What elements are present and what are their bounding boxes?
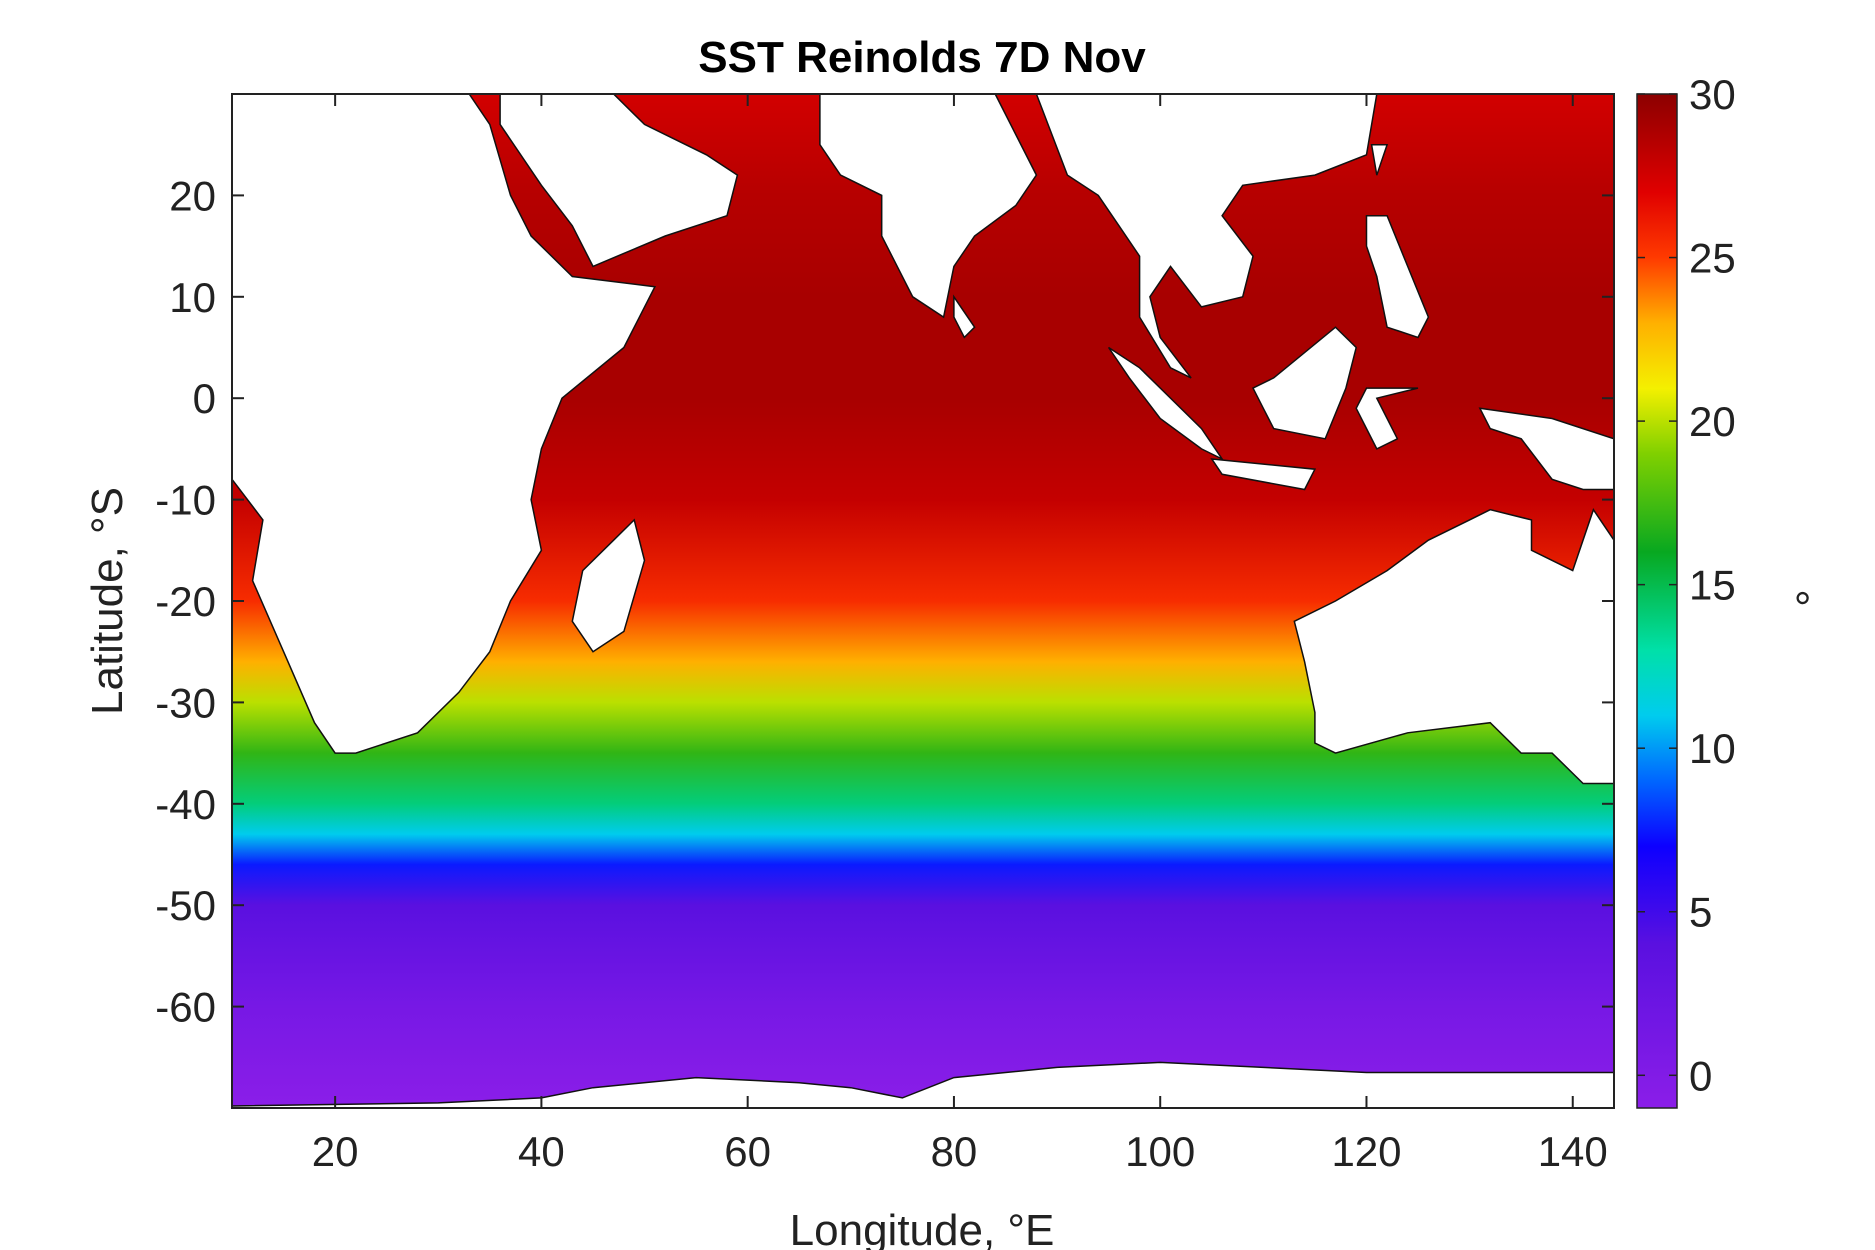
x-tick-label: 20 bbox=[312, 1128, 359, 1175]
plot-area bbox=[232, 94, 1614, 1108]
land-india bbox=[819, 94, 1038, 319]
y-axis-label: Latitude, °S bbox=[83, 487, 132, 715]
land-africa-main bbox=[232, 94, 657, 754]
colorbar: 30 25 20 15 10 5 0 ° bbox=[1636, 71, 1817, 1109]
x-tick-label: 100 bbox=[1125, 1128, 1195, 1175]
y-tick-label: -40 bbox=[155, 781, 216, 828]
colorbar-tick-label: 15 bbox=[1689, 562, 1736, 609]
land-java bbox=[1210, 458, 1317, 491]
y-tick-label: -20 bbox=[155, 578, 216, 625]
y-tick-label: -60 bbox=[155, 984, 216, 1031]
x-axis: 20 40 60 80 100 120 140 bbox=[312, 94, 1608, 1175]
y-axis: 20 10 0 -10 -20 -30 -40 -50 -60 bbox=[155, 172, 1614, 1031]
colorbar-scale bbox=[1636, 93, 1678, 1109]
x-tick-label: 120 bbox=[1331, 1128, 1401, 1175]
land-taiwan bbox=[1370, 143, 1389, 176]
y-tick-label: -30 bbox=[155, 679, 216, 726]
land-arabia bbox=[499, 94, 739, 268]
x-tick-label: 40 bbox=[518, 1128, 565, 1175]
x-axis-label: Longitude, °E bbox=[790, 1206, 1055, 1250]
colorbar-label: ° bbox=[1768, 589, 1817, 607]
colorbar-tick-label: 30 bbox=[1689, 71, 1736, 118]
land-sulawesi bbox=[1355, 387, 1419, 450]
colorbar-tick-label: 20 bbox=[1689, 398, 1736, 445]
land-new-guinea bbox=[1478, 407, 1614, 491]
land-sumatra bbox=[1107, 346, 1225, 461]
y-tick-label: 0 bbox=[193, 375, 216, 422]
colorbar-tick-label: 10 bbox=[1689, 725, 1736, 772]
land-madagascar bbox=[571, 518, 646, 653]
y-tick-label: -10 bbox=[155, 477, 216, 524]
x-tick-label: 60 bbox=[724, 1128, 771, 1175]
land-philippines bbox=[1365, 214, 1430, 339]
colorbar-tick-label: 0 bbox=[1689, 1052, 1712, 1099]
y-tick-label: 10 bbox=[169, 274, 216, 321]
chart-title: SST Reinolds 7D Nov bbox=[698, 33, 1146, 82]
land-layer bbox=[232, 94, 1614, 1108]
x-tick-label: 80 bbox=[931, 1128, 978, 1175]
land-sri-lanka bbox=[953, 294, 976, 339]
x-tick-label: 140 bbox=[1538, 1128, 1608, 1175]
land-asia-east bbox=[1035, 94, 1614, 379]
land-borneo bbox=[1251, 326, 1358, 440]
colorbar-ticks: 30 25 20 15 10 5 0 bbox=[1637, 71, 1736, 1099]
y-tick-label: 20 bbox=[169, 172, 216, 219]
colorbar-tick-label: 5 bbox=[1689, 889, 1712, 936]
land-australia bbox=[1293, 508, 1614, 785]
colorbar-tick-label: 25 bbox=[1689, 235, 1736, 282]
y-tick-label: -50 bbox=[155, 882, 216, 929]
